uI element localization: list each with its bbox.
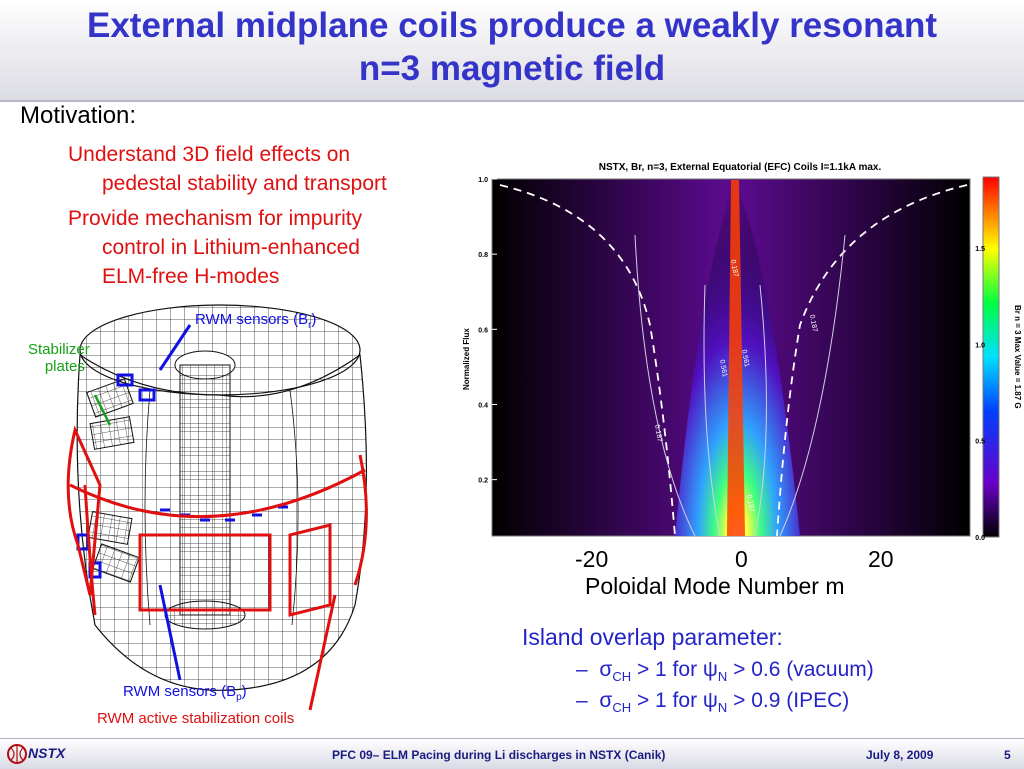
footer-date: July 8, 2009 [866, 748, 934, 762]
colorbar-ticks: 0.0 0.5 1.0 1.5 [975, 246, 985, 542]
bullet-2: Provide mechanism for impurity control i… [68, 204, 362, 291]
y-axis-ticks: 0.2 0.4 0.6 0.8 1.0 [478, 177, 497, 485]
y-tick-label: 0.8 [478, 252, 488, 259]
stabilizer-plates-label: Stabilizer plates [28, 341, 90, 375]
br-heatmap-figure: NSTX, Br, n=3, External Equatorial (EFC)… [462, 162, 1022, 542]
footer-title: PFC 09– ELM Pacing during Li discharges … [332, 748, 666, 762]
coil-callout-line [308, 594, 337, 711]
bp-callout-line [158, 584, 182, 681]
title-line-2: n=3 magnetic field [358, 49, 666, 88]
contour-label: 0.187 [808, 314, 818, 333]
stabilizer-plates [86, 378, 140, 583]
title-line-1: External midplane coils produce a weakly… [86, 6, 937, 45]
y-tick-label: 0.2 [478, 478, 488, 485]
colorbar [982, 176, 1000, 538]
rwm-sensors [76, 373, 288, 579]
island-item-2: – σCH > 1 for ψN > 0.9 (IPEC) [576, 689, 850, 716]
plate-callout-line [93, 394, 112, 426]
bullet-1-line-1: Understand 3D field effects on [68, 143, 351, 166]
center-stack [164, 350, 246, 630]
x-tick-0: 0 [735, 546, 748, 572]
y-tick-label: 1.0 [478, 177, 488, 184]
island-item-1: – σCH > 1 for ψN > 0.6 (vacuum) [576, 658, 874, 685]
x-axis-label: Poloidal Mode Number m [585, 573, 845, 599]
motivation-heading: Motivation: [20, 102, 137, 129]
contour-0561 [703, 284, 767, 537]
rwm-sensors-br-label: RWM sensors (Br) [195, 311, 317, 331]
colorbar-tick-label: 0.0 [975, 535, 985, 542]
contour-label: 0.187 [653, 424, 663, 443]
footer-page-number: 5 [1004, 748, 1011, 762]
colorbar-tick-label: 0.5 [975, 439, 985, 446]
nstx-device-diagram [66, 304, 368, 711]
nstx-logo-icon [7, 744, 27, 764]
y-tick-label: 0.4 [478, 402, 488, 409]
br-callout-line [158, 324, 192, 371]
contour-labels: 0.187 0.561 0.561 0.187 0.187 0.187 [653, 259, 818, 513]
contour-label: 0.561 [740, 349, 750, 368]
rwm-active-coils-label: RWM active stabilization coils [97, 710, 295, 727]
contour-label: 0.561 [718, 359, 728, 378]
slide-title: External midplane coils produce a weakly… [10, 4, 1014, 90]
dashed-contour-left [499, 184, 676, 537]
island-heading: Island overlap parameter: [522, 624, 783, 650]
bullet-2-line-3: ELM-free H-modes [102, 265, 280, 288]
colorbar-tick-label: 1.5 [975, 246, 985, 253]
contour-label: 0.187 [729, 259, 739, 278]
bullet-1-line-2: pedestal stability and transport [102, 172, 387, 195]
rwm-sensors-bp-label: RWM sensors (Bp) [123, 683, 247, 703]
colorbar-tick-label: 1.0 [975, 342, 985, 349]
y-axis-label: Normalized Flux [462, 328, 471, 390]
contour-label: 0.187 [745, 494, 755, 513]
center-column [727, 180, 745, 536]
bullet-2-line-2: control in Lithium-enhanced [102, 236, 360, 259]
contour-0187 [634, 234, 846, 537]
bullet-1: Understand 3D field effects on pedestal … [68, 140, 387, 198]
footer: NSTX PFC 09– ELM Pacing during Li discha… [0, 738, 1024, 769]
chart-title: NSTX, Br, n=3, External Equatorial (EFC)… [599, 162, 882, 173]
x-tick-neg20: -20 [575, 546, 609, 572]
x-tick-20: 20 [868, 546, 894, 572]
footer-logo-text: NSTX [28, 745, 66, 761]
rwm-active-coils [66, 425, 368, 617]
y-tick-label: 0.6 [478, 327, 488, 334]
title-bar: External midplane coils produce a weakly… [0, 0, 1024, 102]
dashed-contour-right [776, 184, 968, 537]
bullet-2-line-1: Provide mechanism for impurity [68, 207, 363, 230]
colorbar-label: Br n = 3 Max Value = 1.87 G [1013, 305, 1022, 409]
